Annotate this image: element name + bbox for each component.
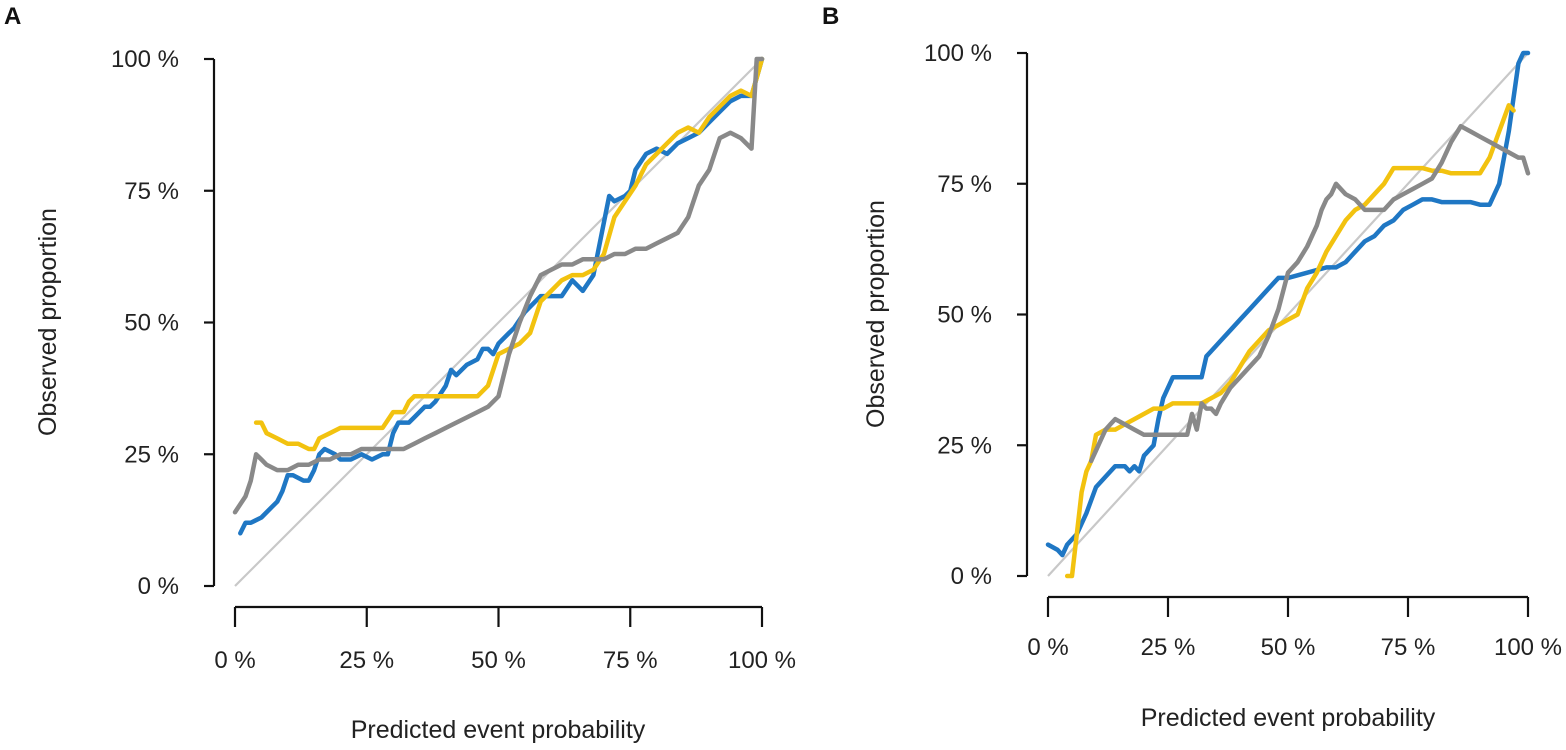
panel-a-y-tick-label: 0 % — [138, 573, 179, 600]
panel-b-series-gray — [1088, 123, 1531, 464]
panel-a-y-axis-title: Observed proportion — [34, 208, 62, 436]
panel-a-reference — [234, 58, 763, 587]
panel-b-x-tick-label: 100 % — [1494, 634, 1562, 661]
panel-a-series — [232, 56, 765, 536]
panel-a-x-tick-label: 25 % — [339, 647, 394, 674]
panel-b-y-tick-label: 50 % — [937, 302, 992, 329]
panel-b-y-tick-label: 100 % — [924, 40, 992, 67]
panel-a-y-tick-label: 100 % — [111, 46, 179, 73]
panel-a-x-tick-label: 75 % — [603, 647, 658, 674]
panel-a-x-axis-title: Predicted event probability — [351, 716, 646, 744]
panel-b-label: B — [822, 3, 839, 30]
panel-b-reference — [1047, 52, 1529, 577]
panel-b-y-tick-label: 0 % — [951, 563, 992, 590]
panel-b-x-tick-label: 0 % — [1027, 634, 1068, 661]
panel-a-axes: 0 % 25 % 50 % 75 % 100 % 0 % 25 % 50 % 75 % 100 % — [111, 46, 796, 674]
panel-b-x-tick-label: 25 % — [1141, 634, 1196, 661]
panel-a-x-tick-label: 0 % — [214, 647, 255, 674]
panel-b-series — [1045, 50, 1531, 579]
panel-a-x-tick-label: 50 % — [471, 647, 526, 674]
panel-b-reference-line — [1047, 52, 1529, 577]
panel-b-y-tick-label: 75 % — [937, 171, 992, 198]
panel-a-y-tick-label: 50 % — [124, 310, 179, 337]
panel-a-series-yellow — [253, 56, 765, 452]
panel-a-label: A — [4, 3, 21, 30]
panel-b-series-blue — [1045, 50, 1531, 558]
panel-a-reference-line — [234, 58, 763, 587]
panel-b-x-tick-label: 50 % — [1261, 634, 1316, 661]
panel-a-x-tick-label: 100 % — [728, 647, 796, 674]
panel-b-y-tick-label: 25 % — [937, 432, 992, 459]
panel-a-series-blue — [238, 56, 765, 536]
panel-a: A 0 % 25 % 50 % 75 % 100 % 0 % 25 % 50 % 75 % 100… — [4, 3, 796, 744]
panel-b-x-tick-label: 75 % — [1381, 634, 1436, 661]
panel-b-series-yellow — [1064, 103, 1516, 579]
panel-b: B 0 % 25 % 50 % 75 % 100 % 0 % 25 % 50 % 75 % 100… — [822, 3, 1562, 732]
panel-b-x-axis-title: Predicted event probability — [1141, 704, 1436, 732]
panel-a-series-gray — [232, 56, 765, 515]
panel-a-y-tick-label: 75 % — [124, 178, 179, 205]
panel-a-y-tick-label: 25 % — [124, 441, 179, 468]
panel-b-axes: 0 % 25 % 50 % 75 % 100 % 0 % 25 % 50 % 75 % 100 % — [924, 40, 1562, 661]
panel-b-y-axis-title: Observed proportion — [862, 200, 890, 428]
